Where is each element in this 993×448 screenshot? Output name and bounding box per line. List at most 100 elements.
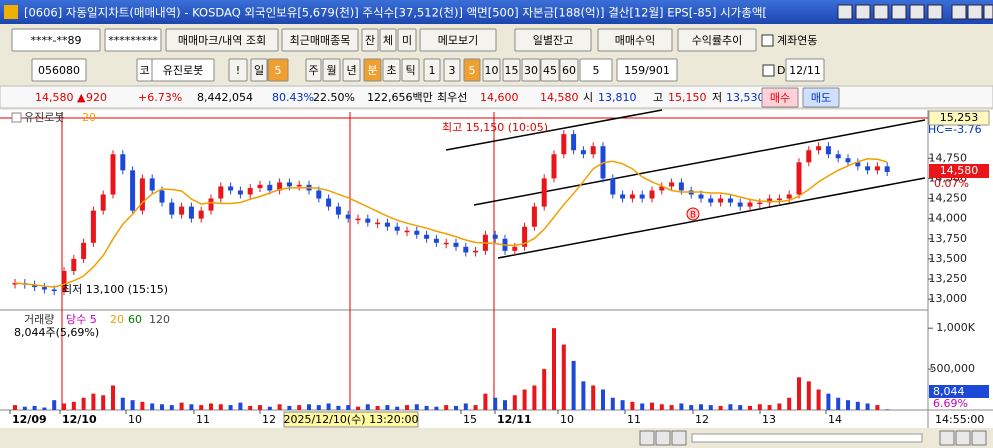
- scroll-button[interactable]: [639, 430, 655, 446]
- candle: [414, 230, 420, 235]
- button[interactable]: [382, 58, 401, 82]
- button[interactable]: [855, 4, 871, 20]
- button[interactable]: [677, 28, 757, 52]
- button[interactable]: [342, 58, 361, 82]
- button[interactable]: [559, 58, 579, 82]
- button[interactable]: [104, 28, 162, 52]
- volume-bar: [62, 403, 66, 410]
- candle: [237, 190, 243, 195]
- button[interactable]: [228, 58, 248, 82]
- scroll-button[interactable]: [671, 430, 687, 446]
- volume-bar: [483, 393, 488, 410]
- volume-bar: [375, 405, 380, 410]
- button[interactable]: [165, 28, 279, 52]
- volume-bar: [826, 393, 831, 410]
- button-label: 체: [383, 34, 393, 47]
- trend-line: [445, 109, 663, 151]
- button[interactable]: [363, 58, 382, 82]
- scroll-button[interactable]: [955, 430, 971, 446]
- scroll-button[interactable]: [655, 430, 671, 446]
- button[interactable]: [379, 28, 397, 52]
- volume-bar: [71, 401, 76, 410]
- button[interactable]: [802, 87, 840, 108]
- button-label: 년: [346, 64, 356, 77]
- volume-bar: [258, 405, 262, 410]
- button[interactable]: [927, 4, 943, 20]
- volume-bar: [209, 403, 213, 410]
- series-name: 유진로봇: [24, 111, 64, 124]
- volume-bar: [493, 397, 498, 410]
- x-tick-label: 11: [196, 413, 210, 426]
- button[interactable]: [397, 28, 417, 52]
- volume-bar: [81, 397, 86, 410]
- button[interactable]: [540, 58, 560, 82]
- button-label: *********: [108, 34, 158, 47]
- volume-bar: [757, 404, 762, 410]
- button[interactable]: [873, 4, 889, 20]
- button[interactable]: [423, 58, 441, 82]
- x-tick-label: 12/10: [62, 413, 97, 426]
- candle: [433, 238, 439, 243]
- button-label: 5: [593, 64, 600, 77]
- scroll-bar[interactable]: [0, 428, 993, 448]
- button[interactable]: [761, 87, 799, 108]
- button[interactable]: [616, 58, 678, 82]
- window-buttons: [837, 4, 993, 20]
- button[interactable]: [909, 4, 925, 20]
- button[interactable]: [401, 58, 420, 82]
- button-label: 매도: [811, 92, 831, 105]
- trend-line: [473, 119, 926, 206]
- button-label: 056080: [38, 64, 80, 77]
- volume-bar: [316, 405, 321, 410]
- maximize[interactable]: [967, 4, 983, 20]
- button-label: 12/11: [789, 64, 821, 77]
- button[interactable]: [322, 58, 341, 82]
- button[interactable]: [267, 58, 289, 82]
- button[interactable]: [482, 58, 501, 82]
- candle: [296, 184, 302, 187]
- candle: [326, 198, 332, 207]
- button-label: 미: [402, 34, 412, 47]
- button[interactable]: [579, 58, 613, 82]
- x-tick-label: 10: [560, 413, 574, 426]
- candle: [678, 182, 684, 191]
- button[interactable]: [151, 58, 215, 82]
- volume-bar: [326, 403, 331, 410]
- button-label: 30: [524, 64, 538, 77]
- button[interactable]: [305, 58, 322, 82]
- candle: [130, 170, 136, 211]
- scroll-button[interactable]: [939, 430, 955, 446]
- button[interactable]: [11, 28, 101, 52]
- checkbox[interactable]: [762, 64, 775, 77]
- button[interactable]: [514, 28, 592, 52]
- candle: [512, 246, 518, 251]
- button[interactable]: [891, 4, 907, 20]
- button[interactable]: [443, 58, 461, 82]
- candle: [806, 150, 812, 163]
- button[interactable]: [463, 58, 481, 82]
- quote-field: 최우선: [437, 91, 467, 104]
- volume-bar: [169, 405, 174, 410]
- button[interactable]: [31, 58, 87, 82]
- button[interactable]: [361, 28, 379, 52]
- checkbox[interactable]: [761, 34, 774, 47]
- close[interactable]: [983, 4, 993, 20]
- button[interactable]: [250, 58, 268, 82]
- button[interactable]: [837, 4, 853, 20]
- button[interactable]: [502, 58, 521, 82]
- button[interactable]: [785, 58, 825, 82]
- y-tick-label: 13,250: [929, 272, 968, 285]
- scroll-track[interactable]: [691, 433, 923, 443]
- button-label: 10: [485, 64, 499, 77]
- minimize[interactable]: [951, 4, 967, 20]
- scroll-button[interactable]: [971, 430, 987, 446]
- button[interactable]: [597, 28, 673, 52]
- volume-bar: [336, 405, 341, 410]
- volume-bar: [738, 405, 743, 410]
- button[interactable]: [419, 28, 497, 52]
- button[interactable]: [281, 28, 359, 52]
- button[interactable]: [521, 58, 541, 82]
- quote-field: 22.50%: [313, 91, 355, 104]
- candle: [629, 194, 635, 199]
- volume-bar: [101, 395, 106, 410]
